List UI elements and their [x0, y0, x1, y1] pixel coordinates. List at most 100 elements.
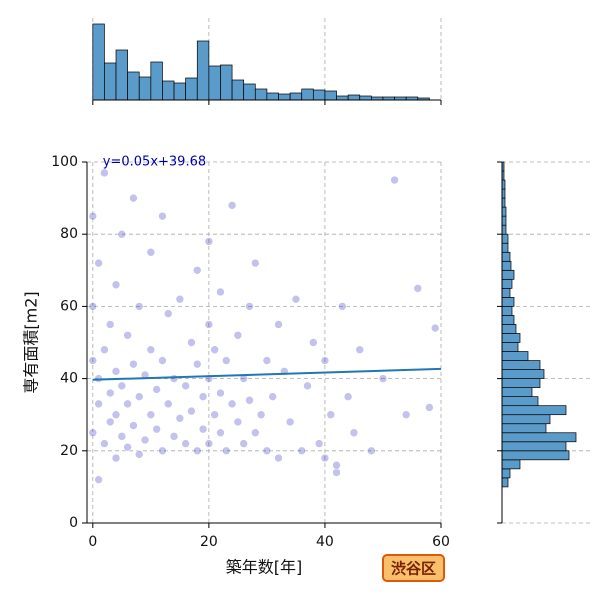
point — [378, 374, 388, 383]
hist-bar — [359, 95, 372, 101]
point — [94, 475, 103, 484]
hist-bar — [324, 90, 337, 101]
regression-label: y=0.05x+39.68 — [103, 155, 206, 170]
point — [309, 338, 318, 347]
point — [413, 284, 423, 293]
point — [88, 356, 98, 365]
point — [146, 247, 156, 257]
hist-bar — [501, 278, 513, 289]
point — [204, 320, 214, 329]
point — [210, 410, 219, 420]
hist-bar — [501, 360, 541, 370]
hist-bar — [220, 64, 233, 101]
hist-bar — [501, 333, 521, 343]
x-tick-label: 60 — [432, 534, 450, 550]
point — [250, 428, 260, 438]
y-axis-label: 専有面積[m2] — [22, 291, 41, 393]
point — [355, 345, 365, 355]
hist-bar — [501, 378, 541, 388]
hist-bar — [312, 89, 326, 101]
hist-bar — [254, 88, 268, 101]
point — [146, 345, 156, 355]
point — [175, 294, 185, 304]
hist-bar — [501, 242, 509, 253]
x-axis-label: 築年数[年] — [226, 558, 303, 577]
point — [303, 381, 312, 391]
hist-bar — [266, 92, 279, 101]
y-tick-label: 0 — [69, 515, 78, 531]
point — [332, 468, 341, 477]
hist-bar — [501, 233, 509, 244]
hist-bar — [501, 423, 547, 434]
hist-bar — [501, 306, 513, 316]
point — [349, 428, 359, 438]
y-tick-label: 100 — [51, 154, 78, 170]
point — [204, 439, 214, 448]
hist-bar — [501, 387, 533, 397]
point — [332, 460, 341, 470]
point — [187, 338, 196, 347]
point — [210, 345, 219, 355]
y-tick-label: 80 — [60, 226, 78, 242]
point — [221, 356, 231, 365]
badge-box — [382, 554, 445, 582]
point — [285, 417, 295, 427]
hist-bar — [501, 297, 515, 307]
point — [274, 453, 283, 463]
point — [134, 302, 144, 311]
point — [152, 385, 161, 394]
hist-bar — [501, 351, 529, 361]
point — [291, 294, 301, 304]
point — [88, 302, 98, 311]
point — [192, 359, 202, 369]
badge: 渋谷区 — [382, 554, 445, 582]
point — [181, 381, 190, 391]
hist-bar — [501, 215, 507, 226]
point — [105, 320, 115, 329]
point — [100, 439, 109, 448]
hist-bar — [501, 251, 511, 262]
point — [140, 435, 150, 445]
x-tick-label: 40 — [316, 534, 334, 550]
point — [134, 450, 144, 459]
point — [390, 175, 399, 185]
hist-bar — [501, 260, 512, 271]
point — [216, 388, 225, 398]
point — [314, 439, 324, 448]
hist-bar — [289, 92, 303, 101]
point — [94, 399, 103, 409]
hist-bar — [501, 396, 539, 407]
point — [274, 320, 283, 329]
hist-bar — [127, 71, 140, 101]
hist-bar — [115, 49, 128, 101]
point — [129, 421, 138, 430]
point — [123, 330, 132, 340]
point — [198, 424, 208, 434]
hist-bar — [501, 459, 521, 470]
point — [227, 399, 237, 409]
point — [216, 287, 225, 297]
point — [88, 211, 98, 221]
point — [163, 399, 173, 409]
hist-bar — [162, 80, 175, 101]
point — [129, 359, 138, 369]
point — [111, 453, 121, 463]
hist-bar — [501, 269, 515, 280]
hist-bar — [92, 23, 105, 101]
point — [239, 439, 248, 448]
point — [320, 453, 330, 463]
point — [181, 439, 190, 448]
hist-bar — [208, 65, 221, 101]
point — [88, 428, 98, 438]
point — [192, 265, 202, 275]
point — [100, 345, 109, 355]
point — [169, 374, 179, 383]
hist-bar — [501, 477, 509, 488]
point — [105, 388, 115, 398]
hist-bar — [301, 88, 314, 101]
point — [262, 356, 272, 365]
point — [227, 201, 237, 210]
point — [158, 211, 167, 221]
hist-bar — [196, 40, 210, 101]
